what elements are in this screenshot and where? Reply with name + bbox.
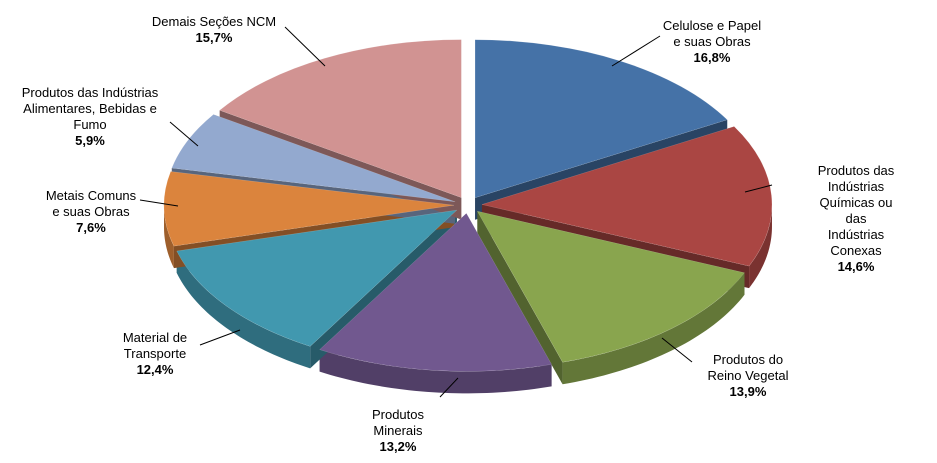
slice-side: [164, 205, 174, 269]
value-label: 13,2%: [379, 439, 417, 454]
slice: [319, 212, 552, 372]
slice-label: Produtos Minerais 13,2%: [372, 407, 424, 455]
value-label: 15,7%: [195, 30, 233, 45]
slice-label: Demais Seções NCM 15,7%: [152, 14, 276, 46]
category-label: Produtos das Indústrias Químicas ou das …: [817, 163, 895, 258]
leader-line: [744, 184, 773, 193]
slice: [474, 39, 728, 199]
leader-line: [439, 377, 459, 398]
leader-line: [199, 329, 241, 346]
leader-line: [139, 199, 179, 207]
slice-label: Produtos das Indústrias Químicas ou das …: [816, 163, 897, 275]
slice: [476, 210, 745, 363]
slice-label: Produtos das Indústrias Alimentares, Beb…: [22, 85, 159, 149]
slice-side: [562, 272, 745, 385]
value-label: 5,9%: [75, 133, 105, 148]
category-label: Metais Comuns e suas Obras: [45, 188, 137, 219]
slice-label: Metais Comuns e suas Obras 7,6%: [46, 188, 136, 236]
slice-label: Celulose e Papel e suas Obras 16,8%: [663, 18, 761, 66]
value-label: 13,9%: [729, 384, 767, 399]
value-label: 16,8%: [693, 50, 731, 65]
leader-line: [284, 26, 326, 67]
category-label: Produtos Minerais: [371, 407, 425, 438]
category-label: Produtos das Indústrias Alimentares, Beb…: [21, 85, 159, 132]
category-label: Produtos do Reino Vegetal: [707, 352, 789, 383]
leader-line: [169, 121, 199, 147]
slice: [481, 126, 773, 267]
leader-line: [611, 35, 661, 67]
value-label: 14,6%: [837, 259, 875, 274]
slice: [176, 209, 458, 347]
leader-line: [661, 337, 693, 363]
category-label: Celulose e Papel e suas Obras: [662, 18, 762, 49]
slice-label: Produtos do Reino Vegetal 13,9%: [708, 352, 789, 400]
slice: [219, 39, 462, 198]
slice: [163, 171, 455, 247]
value-label: 12,4%: [136, 362, 174, 377]
slice-side: [319, 349, 552, 394]
slice-side: [749, 204, 772, 289]
slice: [171, 114, 456, 202]
slice-label: Material de Transporte 12,4%: [123, 330, 187, 378]
category-label: Demais Seções NCM: [151, 14, 277, 29]
value-label: 7,6%: [76, 220, 106, 235]
slice-side: [176, 251, 311, 369]
category-label: Material de Transporte: [122, 330, 188, 361]
slice-cut: [477, 211, 563, 385]
